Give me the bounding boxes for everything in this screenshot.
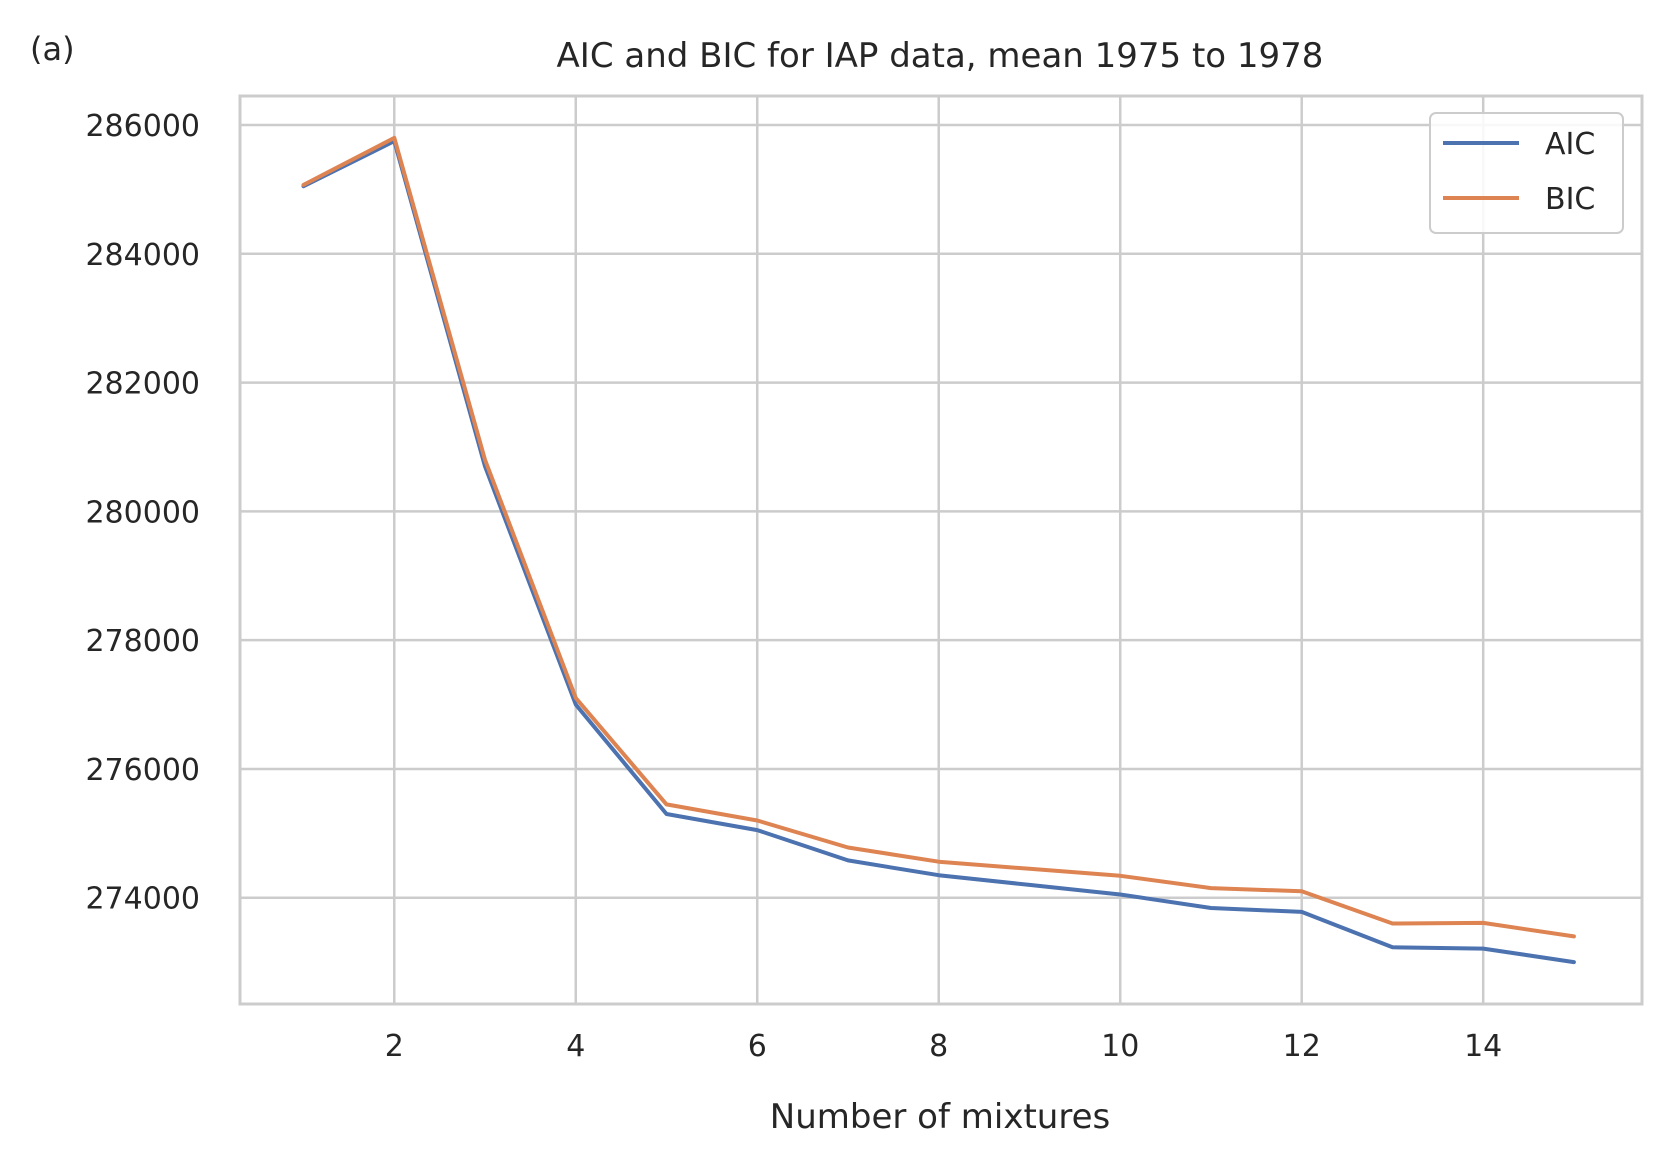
grid [240, 96, 1642, 1004]
x-tick-label: 8 [929, 1029, 948, 1064]
y-tick-label: 274000 [85, 882, 200, 917]
panel-label: (a) [30, 30, 75, 68]
legend: AIC BIC [1429, 112, 1624, 234]
y-tick-label: 278000 [85, 624, 200, 659]
legend-label-bic: BIC [1545, 182, 1595, 217]
y-tick-label: 280000 [85, 495, 200, 530]
legend-label-aic: AIC [1545, 127, 1595, 162]
y-tick-label: 286000 [85, 109, 200, 144]
chart-title: AIC and BIC for IAP data, mean 1975 to 1… [557, 36, 1324, 76]
x-tick-label: 6 [748, 1029, 767, 1064]
series-lines [301, 135, 1576, 965]
x-tick-label: 4 [566, 1029, 585, 1064]
y-tick-label: 282000 [85, 367, 200, 402]
y-tick-label: 276000 [85, 753, 200, 788]
series-line-bic [301, 135, 1576, 939]
x-axis-label: Number of mixtures [770, 1097, 1110, 1137]
x-tick-label: 12 [1283, 1029, 1321, 1064]
plot-frame [238, 94, 1644, 1006]
x-tick-label: 10 [1101, 1029, 1139, 1064]
y-tick-label: 284000 [85, 238, 200, 273]
x-tick-label: 2 [385, 1029, 404, 1064]
series-line-aic [301, 139, 1576, 965]
x-tick-label: 14 [1464, 1029, 1502, 1064]
tick-labels: 2 4 6 8 10 12 14 274000 276000 278000 280000 282000… [85, 109, 1502, 1064]
